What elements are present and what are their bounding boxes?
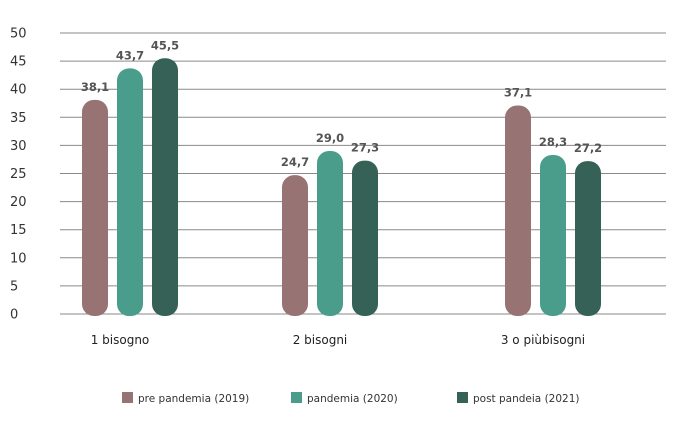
bar: [540, 154, 566, 316]
data-label: 28,3: [539, 135, 567, 149]
legend-item: post pandeia (2021): [457, 392, 580, 405]
legend-label: pre pandemia (2019): [138, 393, 249, 405]
data-label: 24,7: [281, 155, 309, 169]
category-label: 1 bisogno: [91, 333, 150, 347]
y-tick-label: 25: [10, 167, 27, 182]
y-tick-label: 10: [10, 251, 27, 266]
bar: [317, 151, 343, 316]
bar: [352, 160, 378, 316]
bars: [82, 58, 601, 317]
y-tick-label: 50: [10, 27, 27, 42]
legend-item: pandemia (2020): [291, 392, 398, 405]
data-label: 27,2: [574, 141, 602, 155]
y-tick-label: 40: [10, 83, 27, 98]
legend-swatch: [291, 392, 302, 403]
category-labels: 1 bisogno 2 bisogni 3 o piùbisogni: [91, 333, 585, 347]
y-tick-label: 35: [10, 111, 27, 126]
data-label: 43,7: [116, 48, 144, 62]
legend-swatch: [122, 392, 133, 403]
y-tick-label: 15: [10, 223, 27, 238]
y-tick-label: 5: [10, 279, 18, 294]
legend: pre pandemia (2019) pandemia (2020) post p…: [122, 392, 580, 405]
data-labels: 38,1 24,7 37,1 43,7 29,0 28,3 45,5 27,3 27,2: [81, 38, 602, 169]
data-label: 29,0: [316, 131, 344, 145]
bar: [117, 68, 143, 316]
legend-label: post pandeia (2021): [473, 393, 580, 405]
data-label: 45,5: [151, 38, 179, 52]
y-tick-label: 20: [10, 195, 27, 210]
legend-label: pandemia (2020): [307, 393, 398, 405]
category-label: 3 o piùbisogni: [501, 333, 585, 347]
legend-swatch: [457, 392, 468, 403]
y-tick-label: 45: [10, 55, 27, 70]
data-label: 38,1: [81, 80, 109, 94]
y-tick-label: 30: [10, 139, 27, 154]
data-label: 27,3: [351, 141, 379, 155]
category-label: 2 bisogni: [293, 333, 348, 347]
bar: [505, 105, 531, 316]
legend-item: pre pandemia (2019): [122, 392, 249, 405]
y-tick-label: 0: [10, 308, 18, 323]
bar: [282, 175, 308, 316]
y-axis-tick-labels: 0 5 10 15 20 25 30 35 40 45 50: [10, 27, 27, 323]
bar: [152, 58, 178, 316]
data-label: 37,1: [504, 85, 532, 99]
bar: [575, 161, 601, 316]
bar: [82, 99, 108, 317]
